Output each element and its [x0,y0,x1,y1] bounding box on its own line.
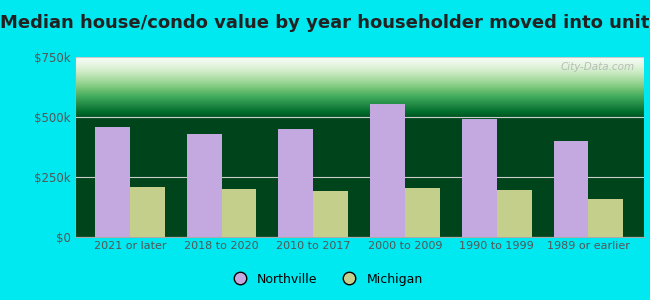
Bar [370,104,405,237]
Text: City-Data.com: City-Data.com [561,62,635,72]
Bar [588,199,623,237]
Bar [405,188,440,237]
Bar [462,119,497,237]
Bar [222,189,256,237]
Legend: Northville, Michigan: Northville, Michigan [222,268,428,291]
Text: Median house/condo value by year householder moved into unit: Median house/condo value by year househo… [0,14,650,32]
Bar [313,191,348,237]
Bar [187,134,222,237]
Bar [554,141,588,237]
Bar [278,129,313,237]
Bar [130,187,164,237]
Bar [95,127,130,237]
Bar [497,190,532,237]
